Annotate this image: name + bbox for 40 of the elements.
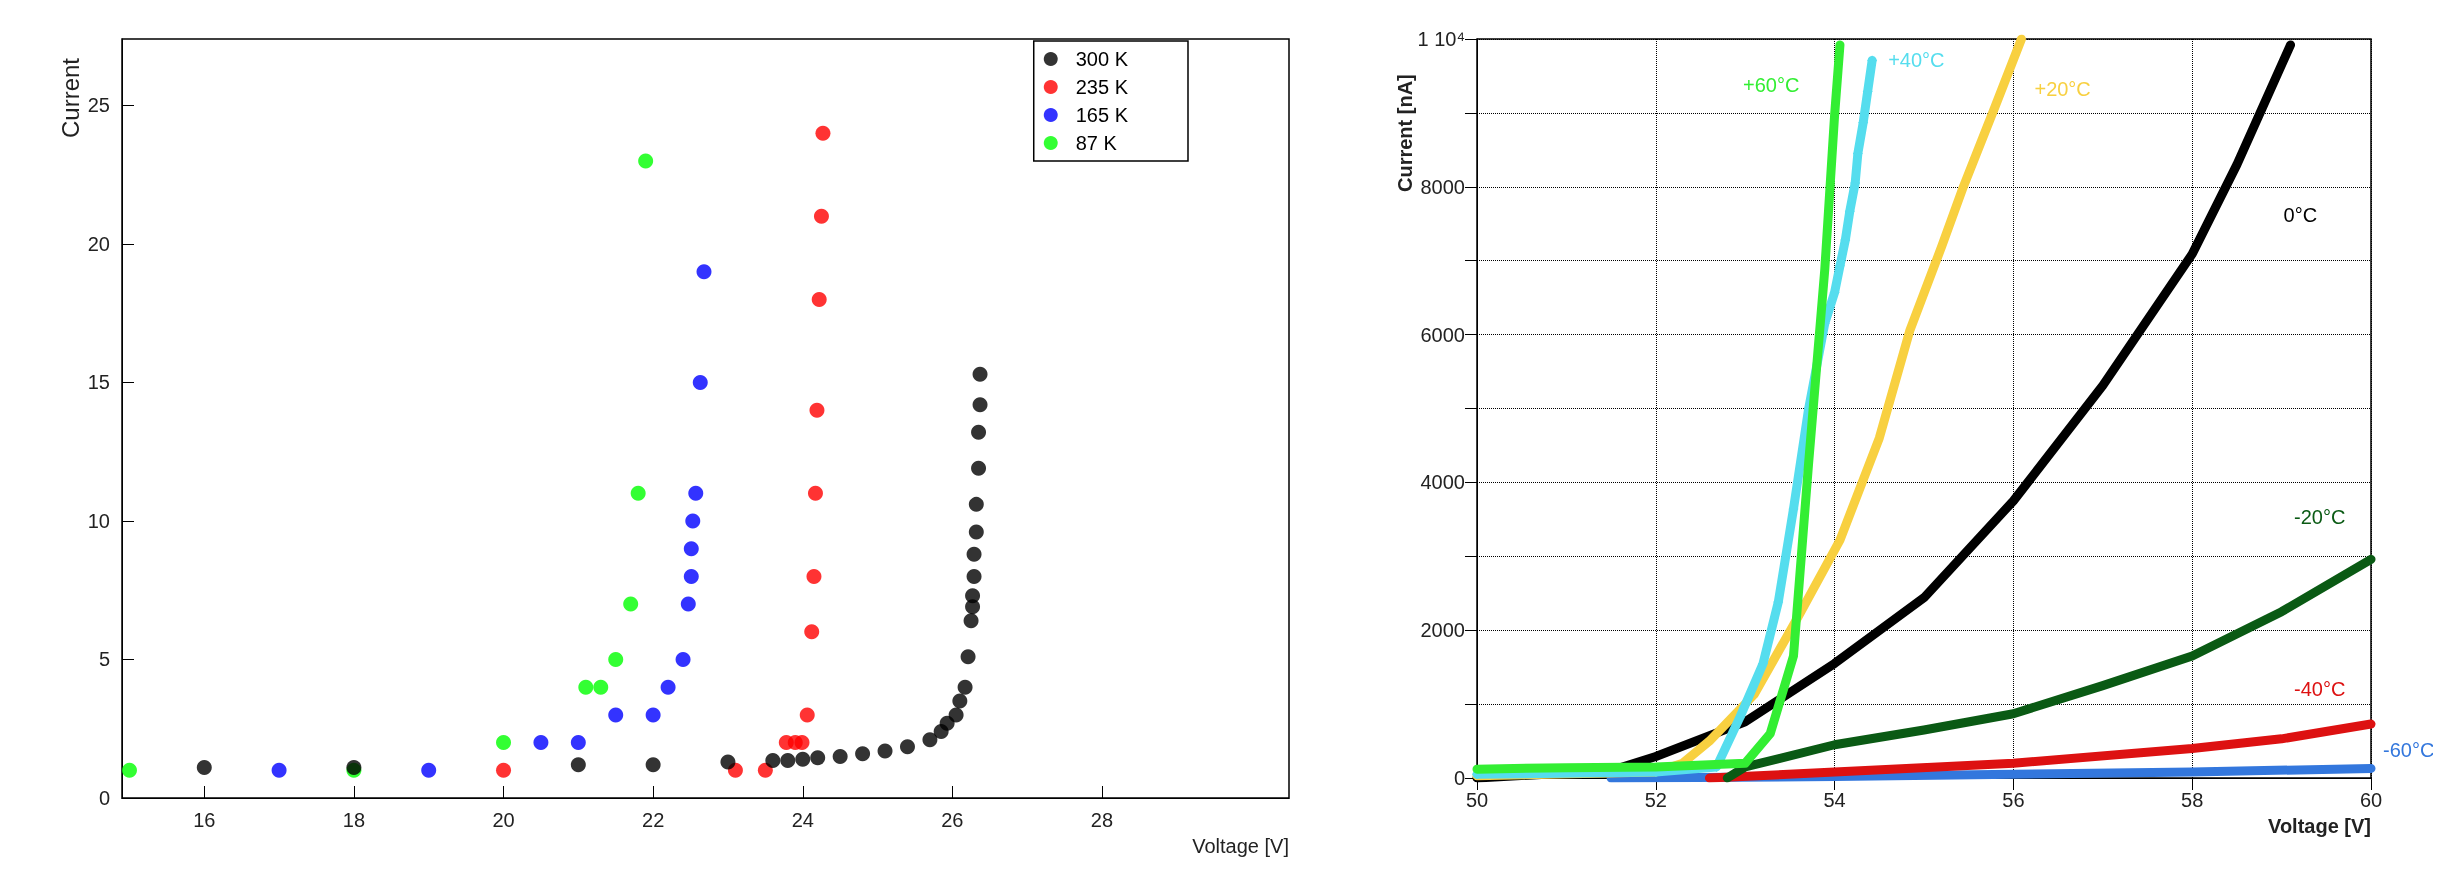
y-tick-label: 2000	[1420, 619, 1465, 642]
x-tick-label: 22	[642, 809, 665, 831]
y-tick-label: 0	[98, 787, 110, 809]
y-tick-label: 15	[87, 371, 110, 394]
x-tick-label: 58	[2181, 789, 2204, 811]
series-label: -20°C	[2294, 506, 2346, 529]
y-tick-label: 1 10⁴	[1417, 28, 1465, 50]
legend-label: 300 K	[1075, 48, 1129, 70]
legend-label: 235 K	[1075, 76, 1129, 98]
x-tick-label: 60	[2359, 789, 2383, 811]
x-tick-label: 50	[1465, 789, 1489, 811]
x-tick-label: 20	[492, 809, 515, 831]
y-axis-title: Current [nA]	[1394, 74, 1416, 192]
y-tick-label: 5	[98, 648, 110, 671]
y-tick-label: 10	[87, 509, 110, 532]
x-axis-title: Voltage [V]	[1192, 835, 1289, 857]
y-tick-label: 25	[87, 94, 110, 117]
x-tick-label: 52	[1644, 789, 1667, 811]
series-label: +20°C	[2034, 78, 2091, 100]
series-label: +60°C	[1742, 73, 1800, 96]
y-tick-label: 6000	[1420, 323, 1465, 346]
x-tick-label: 16	[193, 809, 216, 831]
y-tick-label: 0	[1453, 767, 1465, 789]
y-tick-label: 4000	[1420, 471, 1465, 494]
legend-label: 87 K	[1075, 132, 1118, 154]
x-tick-label: 24	[791, 809, 814, 831]
series-label: -60°C	[2383, 739, 2435, 762]
y-axis-title: Current	[56, 57, 84, 138]
y-tick-label: 20	[87, 232, 110, 255]
y-tick-label: 8000	[1420, 175, 1465, 198]
x-axis-title: Voltage [V]	[2268, 815, 2371, 837]
series-label: -40°C	[2294, 678, 2346, 701]
x-tick-label: 56	[2002, 789, 2025, 811]
x-tick-label: 54	[1823, 789, 1846, 811]
series-label: +40°C	[1888, 49, 1945, 72]
x-tick-label: 28	[1090, 809, 1114, 831]
text: 0°C	[2283, 203, 2318, 226]
legend-label: 165 K	[1075, 104, 1129, 126]
x-tick-label: 18	[342, 809, 366, 831]
x-tick-label: 26	[941, 809, 964, 831]
